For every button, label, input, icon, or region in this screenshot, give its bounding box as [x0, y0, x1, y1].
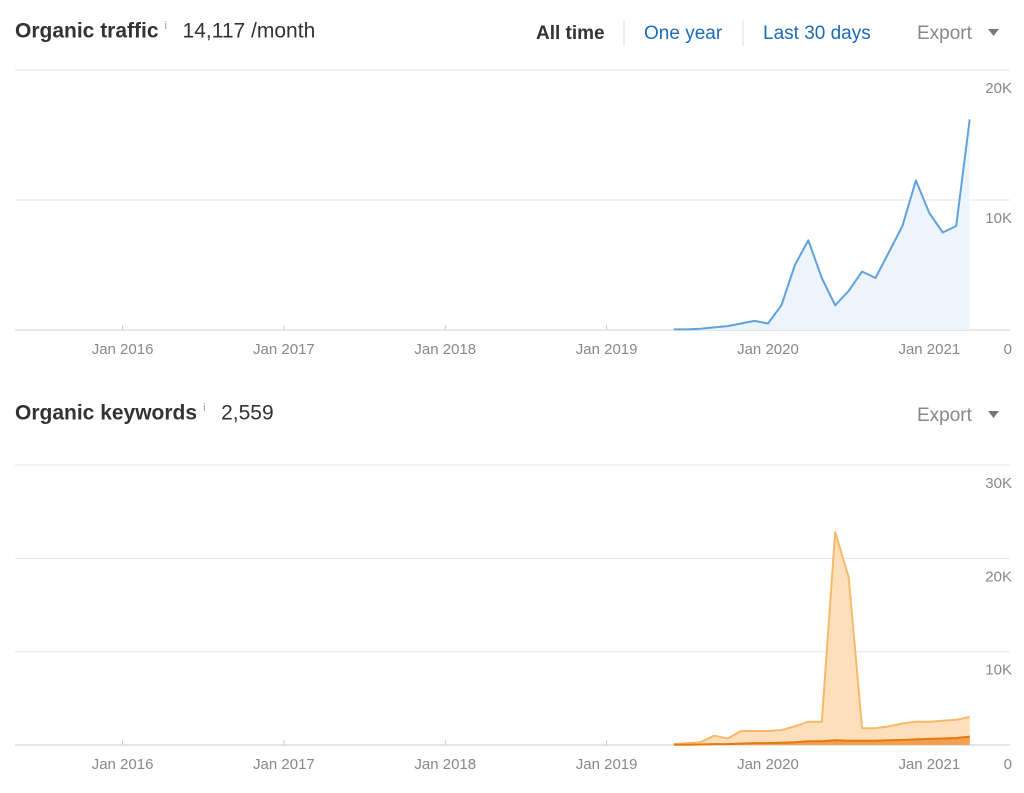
x-tick-label: Jan 2018 — [414, 341, 476, 358]
y-tick-label: 30K — [985, 475, 1012, 492]
info-icon[interactable]: i — [203, 402, 205, 414]
x-tick-label: Jan 2021 — [898, 341, 960, 358]
y-tick-label: 20K — [985, 80, 1012, 97]
y-tick-label: 10K — [985, 662, 1012, 679]
section-title: Organic keywords — [15, 402, 197, 425]
x-tick-label: Jan 2016 — [92, 756, 154, 773]
y-tick-label: 10K — [985, 210, 1012, 227]
y-tick-label: 0 — [1004, 341, 1012, 358]
summary-value: 2,559 — [221, 402, 274, 425]
export-button[interactable]: Export — [917, 405, 973, 426]
area-fill — [673, 532, 970, 745]
dropdown-arrow[interactable] — [988, 29, 999, 36]
area-fill — [673, 119, 970, 331]
series-line — [673, 735, 970, 746]
y-tick-label: 20K — [985, 568, 1012, 585]
summary-value: 14,117 /month — [183, 20, 316, 43]
y-tick-label: 0 — [1004, 756, 1012, 773]
x-tick-label: Jan 2017 — [253, 756, 315, 773]
x-tick-label: Jan 2019 — [576, 341, 638, 358]
info-icon[interactable]: i — [165, 20, 167, 32]
dropdown-arrow[interactable] — [988, 411, 999, 418]
x-tick-label: Jan 2018 — [414, 756, 476, 773]
x-tick-label: Jan 2017 — [253, 341, 315, 358]
series-line — [673, 531, 970, 746]
x-tick-label: Jan 2020 — [737, 341, 799, 358]
range-button[interactable]: All time — [536, 23, 605, 44]
range-button[interactable]: Last 30 days — [763, 23, 871, 44]
series-line — [673, 119, 971, 331]
section-title: Organic traffic — [15, 20, 159, 43]
export-button[interactable]: Export — [917, 23, 973, 44]
area-fill — [673, 736, 970, 745]
x-tick-label: Jan 2016 — [92, 341, 154, 358]
range-button[interactable]: One year — [644, 23, 723, 44]
x-tick-label: Jan 2021 — [898, 756, 960, 773]
x-tick-label: Jan 2019 — [576, 756, 638, 773]
x-tick-label: Jan 2020 — [737, 756, 799, 773]
